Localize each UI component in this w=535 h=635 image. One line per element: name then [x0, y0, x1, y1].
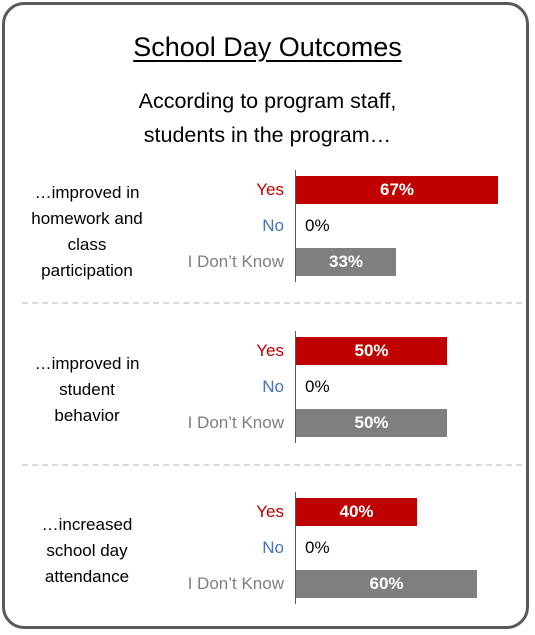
- bar-yes: 40%: [296, 498, 417, 526]
- bar-dont_know: 33%: [296, 248, 396, 276]
- chart-title: School Day Outcomes: [133, 32, 402, 62]
- category-label-yes: Yes: [256, 502, 284, 521]
- group-label-line: participation: [41, 261, 133, 280]
- category-label-dont_know: I Don’t Know: [187, 574, 284, 593]
- group-label-line: student: [59, 380, 115, 399]
- group-label-line: class: [67, 235, 107, 254]
- bar-value-label-zero: 0%: [305, 377, 330, 396]
- section-divider: [22, 302, 522, 304]
- group-axis-line: [295, 331, 296, 443]
- category-label-dont_know: I Don’t Know: [187, 413, 284, 432]
- group-label-line: …improved in: [34, 354, 140, 373]
- group-label-line: behavior: [54, 406, 120, 425]
- bar-dont_know: 50%: [296, 409, 447, 437]
- group-label-line: …improved in: [34, 183, 140, 202]
- bar-value-label: 60%: [369, 574, 404, 593]
- bar-value-label: 40%: [339, 502, 374, 521]
- subtitle-line-1: According to program staff,: [138, 89, 397, 113]
- outcomes-card: [2, 2, 529, 629]
- category-label-no: No: [262, 538, 284, 557]
- bar-value-label: 33%: [328, 252, 364, 271]
- bar-value-label: 50%: [354, 413, 389, 432]
- group-label-3: …increased school day attendance: [14, 512, 160, 590]
- group-label-line: school day: [46, 541, 128, 560]
- category-label-yes: Yes: [256, 341, 284, 360]
- chart-subtitle: According to program staff, students in …: [0, 84, 535, 152]
- subtitle-line-2: students in the program…: [143, 123, 392, 147]
- bar-value-label-zero: 0%: [305, 538, 330, 557]
- group-label-1: …improved in homework and class participati…: [14, 180, 160, 284]
- category-label-dont_know: I Don’t Know: [187, 252, 284, 271]
- group-label-line: homework and: [31, 209, 143, 228]
- group-axis-line: [295, 492, 296, 604]
- category-label-no: No: [262, 216, 284, 235]
- category-label-yes: Yes: [256, 180, 284, 199]
- group-label-line: attendance: [44, 567, 130, 586]
- bar-dont_know: 60%: [296, 570, 477, 598]
- category-label-no: No: [262, 377, 284, 396]
- group-axis-line: [295, 170, 296, 282]
- bar-yes: 50%: [296, 337, 447, 365]
- bar-value-label: 50%: [354, 341, 389, 360]
- bar-yes: 67%: [296, 176, 498, 204]
- bar-value-label: 67%: [379, 180, 415, 199]
- bar-value-label-zero: 0%: [305, 216, 330, 235]
- section-divider: [22, 464, 522, 466]
- group-label-2: …improved in student behavior: [14, 351, 160, 429]
- group-label-line: …increased: [41, 515, 133, 534]
